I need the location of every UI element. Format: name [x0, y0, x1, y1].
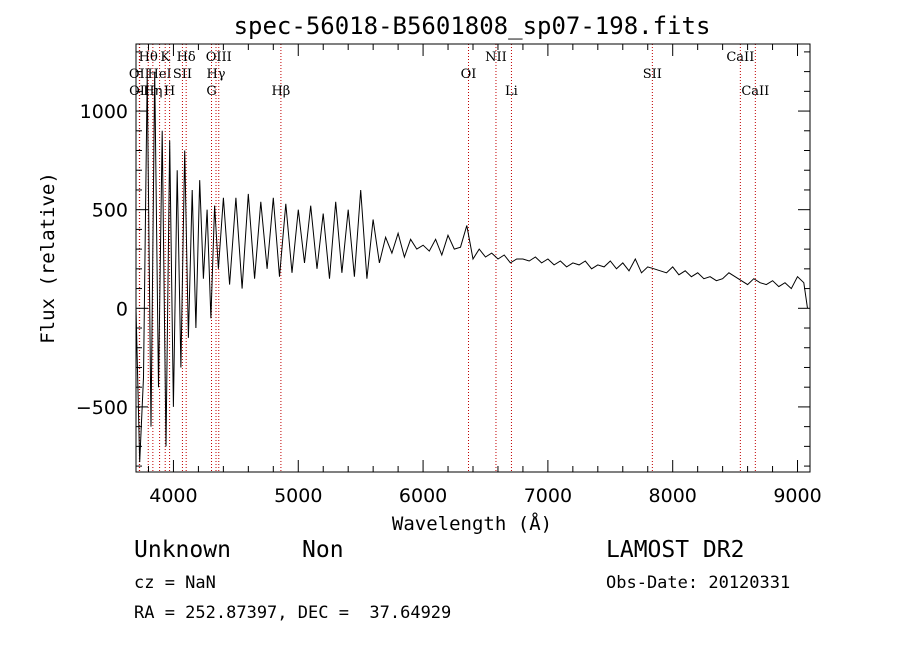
spectral-line-label: Hδ — [177, 50, 196, 65]
spectral-line-label: Hη — [143, 84, 162, 99]
y-tick-label: 500 — [92, 200, 128, 222]
spectral-line-label: SII — [643, 67, 662, 82]
spectral-line-label: G — [206, 84, 216, 99]
spectral-line-label: K — [160, 50, 170, 65]
spectral-subclass: Non — [302, 537, 344, 563]
chart-title: spec-56018-B5601808_sp07-198.fits — [234, 12, 711, 40]
spectral-line-label: CaII — [726, 50, 754, 65]
survey-name: LAMOST DR2 — [606, 537, 745, 563]
spectral-line-markers: OIIOIIHθHηHeIKHSIIHδGHγOIIIHβOINIILiSIIC… — [129, 44, 769, 472]
spectral-line-label: HeI — [148, 67, 172, 82]
spectral-line-label: Hγ — [206, 67, 225, 82]
x-tick-label: 4000 — [149, 485, 197, 507]
axis-ticks: 4000 5000 6000 7000 8000 9000 −500 0 500 1000 — [76, 44, 822, 507]
redshift-value: cz = NaN — [134, 573, 216, 593]
spectrum-series — [135, 71, 808, 463]
x-tick-label: 9000 — [773, 485, 821, 507]
spectral-line-label: Li — [505, 84, 518, 99]
spectral-line-label: OIII — [206, 50, 232, 65]
spectral-line-label: CaII — [741, 84, 769, 99]
spectral-line-label: OI — [461, 67, 477, 82]
x-tick-label: 6000 — [399, 485, 447, 507]
y-tick-label: −500 — [76, 397, 128, 419]
x-tick-label: 8000 — [649, 485, 697, 507]
spectral-line-label: SII — [173, 67, 192, 82]
x-axis-label: Wavelength (Å) — [392, 512, 552, 535]
spectrum-line — [135, 71, 808, 463]
y-axis-label: Flux (relative) — [37, 172, 59, 344]
x-tick-label: 5000 — [274, 485, 322, 507]
y-tick-label: 0 — [116, 298, 128, 320]
y-tick-label: 1000 — [80, 101, 128, 123]
observation-date: Obs-Date: 20120331 — [606, 573, 791, 593]
spectral-line-label: Hβ — [271, 84, 290, 99]
x-tick-label: 7000 — [524, 485, 572, 507]
coordinates: RA = 252.87397, DEC = 37.64929 — [134, 603, 452, 623]
spectral-class: Unknown — [134, 537, 231, 563]
spectral-line-label: NII — [485, 50, 507, 65]
spectral-line-label: H — [164, 84, 175, 99]
